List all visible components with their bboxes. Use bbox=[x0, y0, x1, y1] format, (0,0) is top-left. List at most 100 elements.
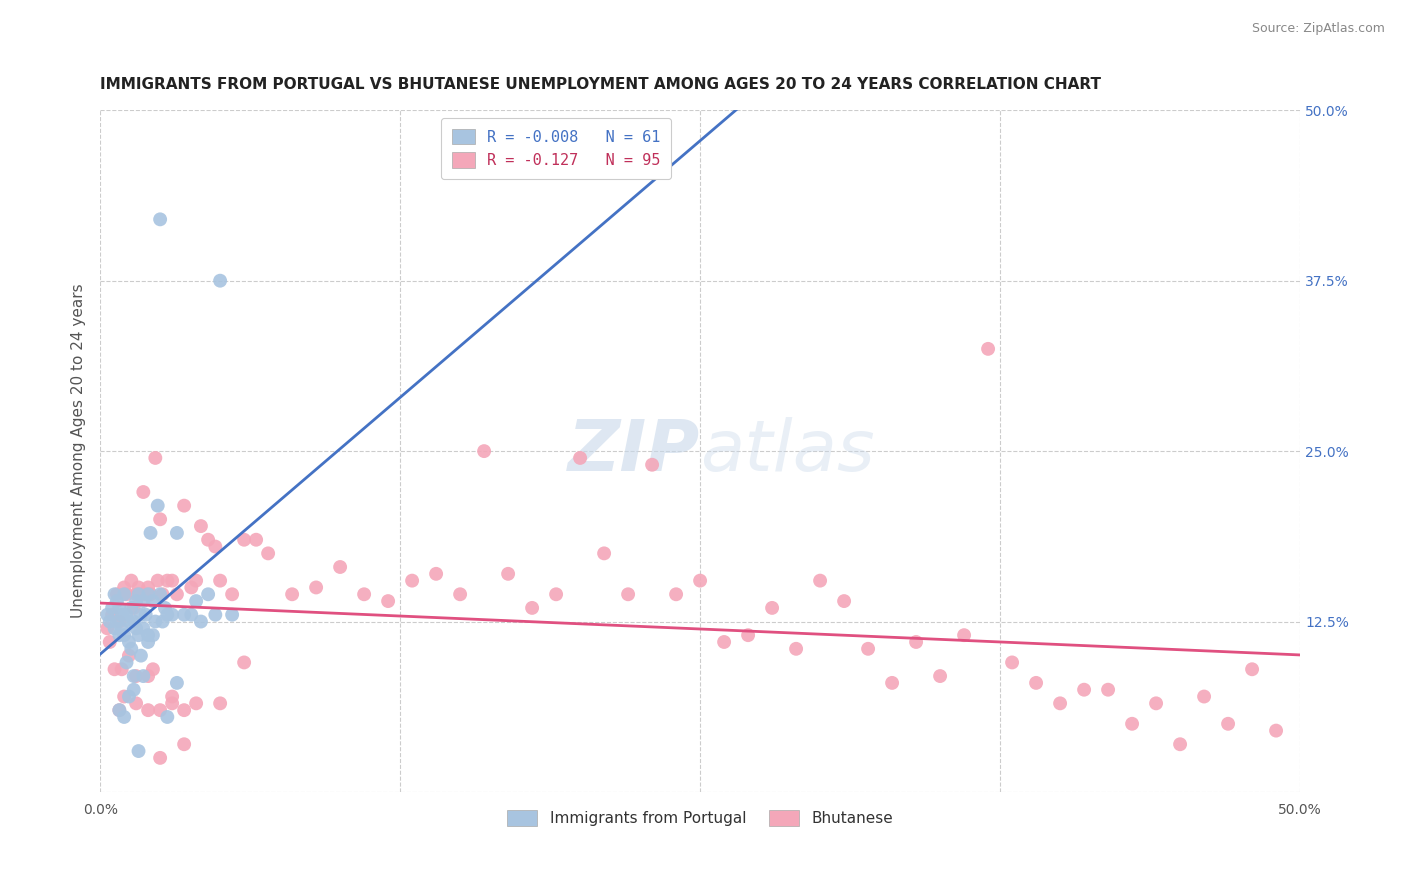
Point bbox=[160, 696, 183, 710]
Point bbox=[209, 274, 232, 288]
Point bbox=[118, 615, 141, 629]
Point bbox=[115, 656, 138, 670]
Text: Source: ZipAtlas.com: Source: ZipAtlas.com bbox=[1251, 22, 1385, 36]
Point bbox=[1073, 682, 1095, 697]
Text: IMMIGRANTS FROM PORTUGAL VS BHUTANESE UNEMPLOYMENT AMONG AGES 20 TO 24 YEARS COR: IMMIGRANTS FROM PORTUGAL VS BHUTANESE UN… bbox=[100, 78, 1101, 93]
Point bbox=[108, 615, 131, 629]
Point bbox=[108, 703, 131, 717]
Point bbox=[152, 615, 174, 629]
Point bbox=[101, 601, 124, 615]
Point bbox=[929, 669, 952, 683]
Point bbox=[98, 615, 121, 629]
Point bbox=[128, 744, 150, 758]
Point bbox=[190, 615, 212, 629]
Point bbox=[905, 635, 928, 649]
Point bbox=[204, 540, 226, 554]
Point bbox=[115, 607, 138, 622]
Point bbox=[641, 458, 664, 472]
Point bbox=[245, 533, 267, 547]
Point bbox=[128, 581, 150, 595]
Point bbox=[1144, 696, 1167, 710]
Point bbox=[96, 621, 118, 635]
Point bbox=[125, 594, 148, 608]
Point bbox=[1192, 690, 1215, 704]
Point bbox=[149, 751, 172, 765]
Point bbox=[1168, 737, 1191, 751]
Point bbox=[221, 607, 243, 622]
Point bbox=[132, 669, 155, 683]
Point bbox=[149, 703, 172, 717]
Point bbox=[118, 690, 141, 704]
Point bbox=[156, 710, 179, 724]
Point bbox=[115, 587, 138, 601]
Point bbox=[209, 696, 232, 710]
Point bbox=[129, 607, 152, 622]
Point bbox=[204, 607, 226, 622]
Point bbox=[281, 587, 304, 601]
Point bbox=[122, 601, 145, 615]
Text: ZIP: ZIP bbox=[568, 417, 700, 485]
Point bbox=[143, 615, 166, 629]
Point bbox=[103, 662, 125, 676]
Point bbox=[880, 676, 903, 690]
Point bbox=[546, 587, 568, 601]
Point bbox=[112, 710, 135, 724]
Point bbox=[1241, 662, 1264, 676]
Point bbox=[257, 546, 280, 560]
Point bbox=[120, 601, 142, 615]
Point bbox=[112, 587, 135, 601]
Point bbox=[136, 703, 159, 717]
Point bbox=[112, 628, 135, 642]
Point bbox=[166, 587, 188, 601]
Point bbox=[689, 574, 711, 588]
Point bbox=[128, 628, 150, 642]
Point bbox=[401, 574, 423, 588]
Point bbox=[103, 587, 125, 601]
Point bbox=[105, 615, 128, 629]
Point bbox=[1025, 676, 1047, 690]
Point bbox=[180, 581, 202, 595]
Point bbox=[111, 607, 134, 622]
Point bbox=[496, 566, 519, 581]
Point bbox=[142, 628, 165, 642]
Point bbox=[353, 587, 375, 601]
Point bbox=[143, 450, 166, 465]
Point bbox=[128, 587, 150, 601]
Point bbox=[713, 635, 735, 649]
Point bbox=[132, 594, 155, 608]
Point bbox=[190, 519, 212, 533]
Point bbox=[153, 601, 176, 615]
Point bbox=[856, 641, 879, 656]
Point bbox=[184, 594, 207, 608]
Point bbox=[173, 607, 195, 622]
Point bbox=[136, 581, 159, 595]
Point bbox=[569, 450, 592, 465]
Legend: Immigrants from Portugal, Bhutanese: Immigrants from Portugal, Bhutanese bbox=[501, 804, 900, 832]
Point bbox=[146, 499, 169, 513]
Point bbox=[329, 560, 352, 574]
Point bbox=[125, 696, 148, 710]
Point bbox=[1049, 696, 1071, 710]
Point bbox=[1216, 716, 1239, 731]
Point bbox=[173, 737, 195, 751]
Point bbox=[142, 662, 165, 676]
Point bbox=[1265, 723, 1288, 738]
Point bbox=[593, 546, 616, 560]
Point bbox=[125, 587, 148, 601]
Point bbox=[1121, 716, 1143, 731]
Point bbox=[105, 587, 128, 601]
Point bbox=[142, 594, 165, 608]
Point bbox=[761, 601, 783, 615]
Point bbox=[197, 587, 219, 601]
Point bbox=[132, 485, 155, 500]
Point bbox=[233, 656, 256, 670]
Point bbox=[101, 607, 124, 622]
Point bbox=[173, 703, 195, 717]
Point bbox=[139, 525, 162, 540]
Point bbox=[136, 669, 159, 683]
Point bbox=[125, 669, 148, 683]
Point bbox=[197, 533, 219, 547]
Point bbox=[108, 703, 131, 717]
Point bbox=[152, 587, 174, 601]
Point bbox=[1097, 682, 1119, 697]
